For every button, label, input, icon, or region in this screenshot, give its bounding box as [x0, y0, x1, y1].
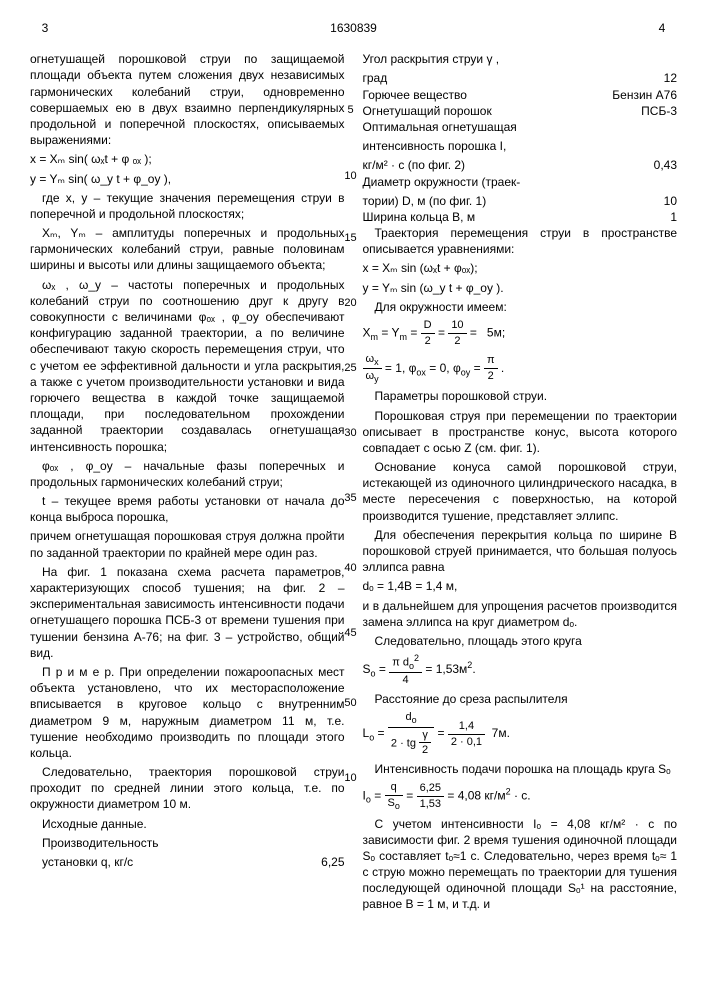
page-right-num: 4 — [647, 20, 677, 36]
para: где x, y – текущие значения перемещения … — [30, 190, 345, 222]
para: Порошковая струя при перемещении по трае… — [363, 408, 678, 457]
para: Для обеспечения перекрытия кольца по шир… — [363, 527, 678, 576]
data-row: Огнетушащий порошок ПСБ-3 — [363, 103, 678, 119]
equation: x = Xₘ sin( ωₓt + φ ₒₓ ); — [30, 151, 345, 167]
data-row: град 12 — [363, 70, 678, 86]
para: и в дальнейшем для упрощения расчетов пр… — [363, 598, 678, 630]
line-num: 25 — [343, 361, 359, 376]
line-num: 20 — [343, 296, 359, 311]
para: Траектория перемещения струи в пространс… — [363, 225, 678, 257]
left-column: огнетушащей порошковой струи по защищаем… — [30, 51, 345, 915]
data-row: тории) D, м (по фиг. 1) 10 — [363, 193, 678, 209]
value: 6,25 — [321, 854, 344, 870]
right-column: Угол раскрытия струи γ , град 12 Горючее … — [363, 51, 678, 915]
line-num: 10 — [343, 771, 359, 786]
line-num: 5 — [343, 103, 359, 118]
para: Для окружности имеем: — [363, 299, 678, 315]
equation: y = Yₘ sin (ω_y t + φ_oy ). — [363, 280, 678, 296]
value: 12 — [664, 70, 677, 86]
data-row: Оптимальная огнетушащая — [363, 119, 678, 135]
equation: Io = qSo = 6,251,53 = 4,08 кг/м2 · с. — [363, 780, 678, 812]
value: ПСБ-3 — [641, 103, 677, 119]
para: Основание конуса самой порошковой струи,… — [363, 459, 678, 524]
para: Параметры порошковой струи. — [363, 388, 678, 404]
value: Бензин А76 — [612, 87, 677, 103]
data-row: кг/м² · с (по фиг. 2) 0,43 — [363, 157, 678, 173]
label: град — [363, 70, 388, 86]
label: кг/м² · с (по фиг. 2) — [363, 157, 466, 173]
label: тории) D, м (по фиг. 1) — [363, 193, 487, 209]
line-num: 40 — [343, 561, 359, 576]
para: П р и м е р. При определении пожароопасн… — [30, 664, 345, 761]
equation: Xm = Ym = D2 = 102 = 5м; — [363, 318, 678, 349]
para: Интенсивность подачи порошка на площадь … — [363, 761, 678, 777]
line-num: 15 — [343, 231, 359, 246]
para: огнетушащей порошковой струи по защищаем… — [30, 51, 345, 148]
data-row: установки q, кг/с 6,25 — [30, 854, 345, 870]
equation: x = Xₘ sin (ωₓt + φₒₓ); — [363, 260, 678, 276]
para: Расстояние до среза распылителя — [363, 691, 678, 707]
line-num: 45 — [343, 626, 359, 641]
line-num: 35 — [343, 491, 359, 506]
data-row: Производительность — [30, 835, 345, 851]
line-num: 10 — [343, 169, 359, 184]
doc-number: 1630839 — [60, 20, 647, 36]
equation: So = π do24 = 1,53м2. — [363, 652, 678, 688]
para: С учетом интенсивности Iₒ = 4,08 кг/м² ·… — [363, 816, 678, 913]
data-row: интенсивность порошка I, — [363, 138, 678, 154]
para: Следовательно, площадь этого круга — [363, 633, 678, 649]
para: На фиг. 1 показана схема расчета парамет… — [30, 564, 345, 661]
line-num: 30 — [343, 426, 359, 441]
para: причем огнетушащая порошковая струя долж… — [30, 528, 345, 560]
para: Следовательно, траектория порошковой стр… — [30, 764, 345, 813]
data-row: Угол раскрытия струи γ , — [363, 51, 678, 67]
equation: Lo = do2 · tg γ2 = 1,42 · 0,1 7м. — [363, 710, 678, 758]
label: Горючее вещество — [363, 87, 467, 103]
para: ωₓ , ω_y – частоты поперечных и продольн… — [30, 277, 345, 455]
page-left-num: 3 — [30, 20, 60, 36]
para: φₒₓ , φ_oy – начальные фазы поперечных и… — [30, 458, 345, 490]
data-row: Ширина кольца B, м 1 — [363, 209, 678, 225]
value: 1 — [670, 209, 677, 225]
label: Огнетушащий порошок — [363, 103, 492, 119]
equation: ωxωy = 1, φox = 0, φoy = π2 . — [363, 352, 678, 386]
para: Исходные данные. — [30, 816, 345, 832]
label: установки q, кг/с — [30, 854, 133, 870]
para: Xₘ, Yₘ – амплитуды поперечных и продольн… — [30, 225, 345, 274]
data-row: Диаметр окружности (траек- — [363, 174, 678, 190]
equation: dₒ = 1,4B = 1,4 м, — [363, 578, 678, 594]
label: Ширина кольца B, м — [363, 209, 476, 225]
value: 10 — [664, 193, 677, 209]
data-row: Горючее вещество Бензин А76 — [363, 87, 678, 103]
line-num: 50 — [343, 696, 359, 711]
para: t – текущее время работы установки от на… — [30, 493, 345, 525]
equation: y = Yₘ sin( ω_y t + φ_oy ), — [30, 171, 345, 187]
value: 0,43 — [654, 157, 677, 173]
